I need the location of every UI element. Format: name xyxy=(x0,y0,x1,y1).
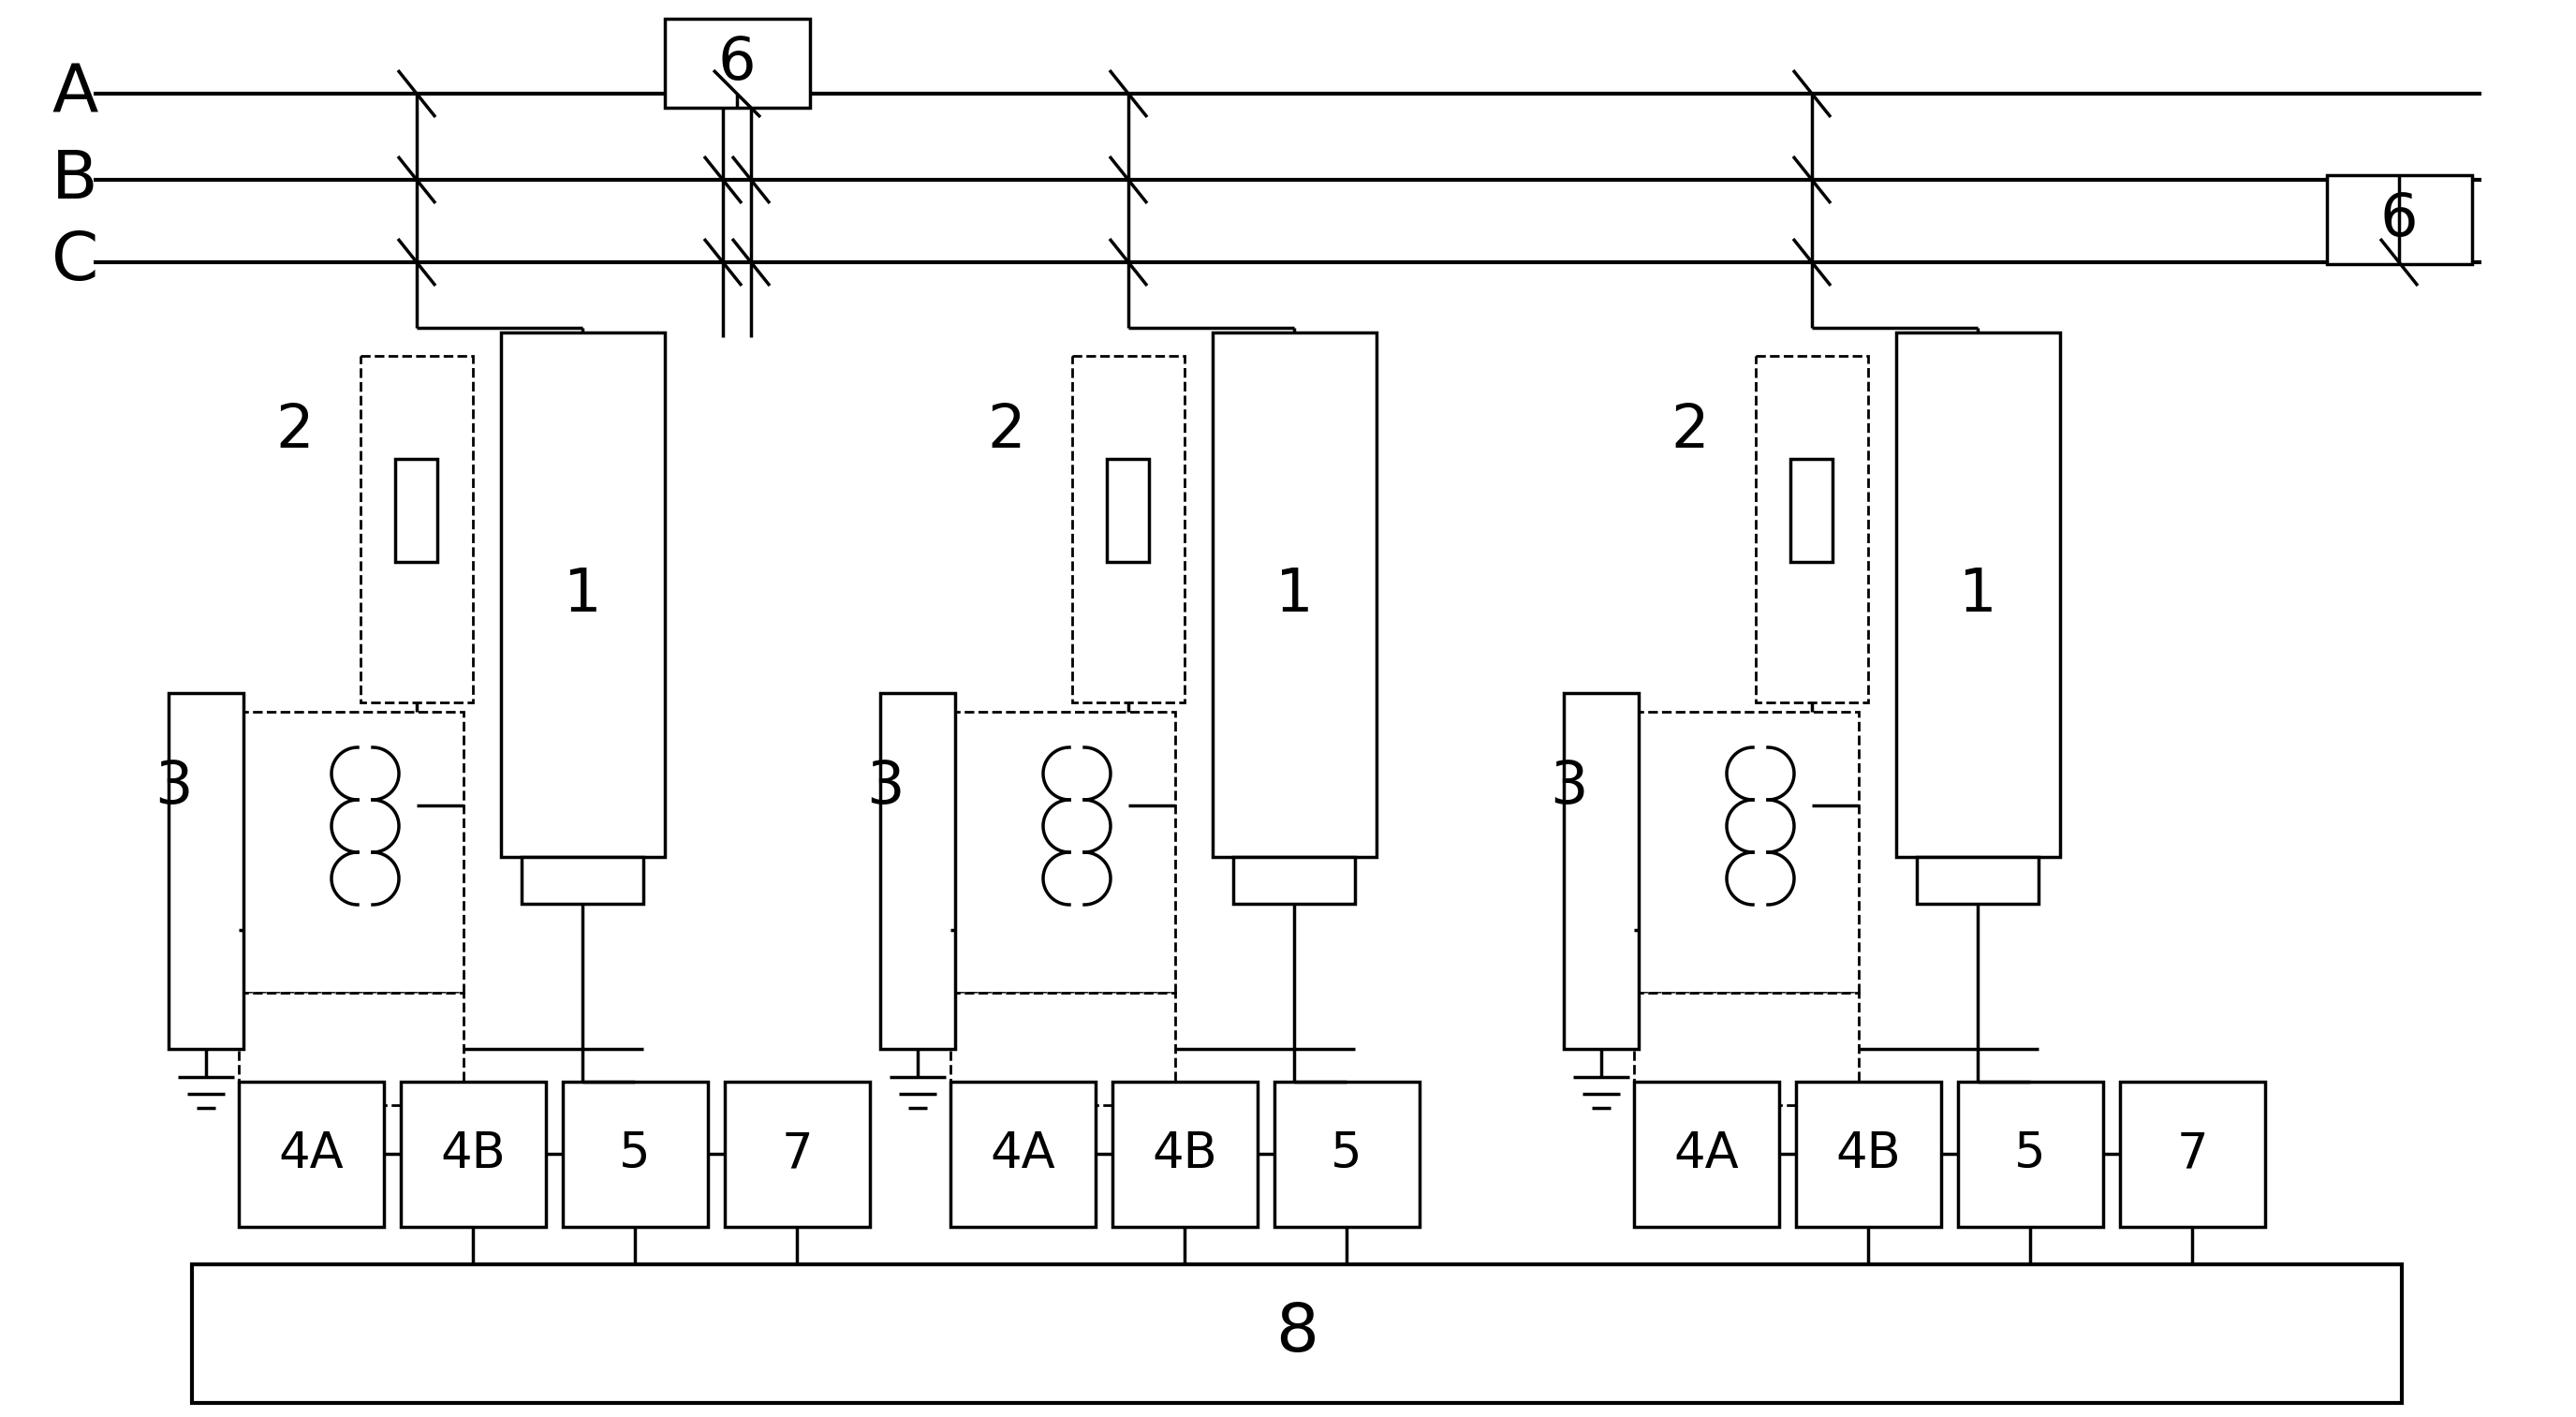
Bar xyxy=(1958,1081,2102,1227)
Text: 1: 1 xyxy=(564,565,600,623)
Bar xyxy=(665,18,809,108)
Bar xyxy=(1633,1081,1780,1227)
Text: 1: 1 xyxy=(1958,565,1996,623)
Bar xyxy=(1917,857,2038,904)
Bar xyxy=(951,993,1175,1105)
Text: B: B xyxy=(52,147,98,213)
Bar xyxy=(500,333,665,857)
Text: 6: 6 xyxy=(719,34,755,92)
Text: 5: 5 xyxy=(618,1129,652,1178)
Text: 2: 2 xyxy=(276,402,314,461)
Text: 2: 2 xyxy=(987,402,1025,461)
Text: 4A: 4A xyxy=(278,1129,343,1178)
Bar xyxy=(1564,693,1638,1049)
Text: 7: 7 xyxy=(2177,1129,2208,1178)
Bar xyxy=(1213,333,1376,857)
Bar xyxy=(520,857,644,904)
Text: 7: 7 xyxy=(781,1129,811,1178)
Text: A: A xyxy=(52,61,98,126)
Text: 4B: 4B xyxy=(440,1129,505,1178)
Bar xyxy=(2326,176,2473,264)
Bar xyxy=(1896,333,2061,857)
Text: 3: 3 xyxy=(155,758,193,816)
Text: 4A: 4A xyxy=(1674,1129,1739,1178)
Bar xyxy=(167,693,245,1049)
Text: 4B: 4B xyxy=(1151,1129,1218,1178)
Text: 8: 8 xyxy=(1275,1301,1319,1366)
Bar xyxy=(240,711,464,993)
Text: 6: 6 xyxy=(2380,190,2419,248)
Bar xyxy=(1108,459,1149,563)
Text: C: C xyxy=(52,230,98,295)
Bar xyxy=(361,356,474,703)
Bar xyxy=(394,459,438,563)
Bar xyxy=(193,1264,2401,1403)
Bar xyxy=(724,1081,871,1227)
Text: 4A: 4A xyxy=(989,1129,1056,1178)
Bar xyxy=(1790,459,1832,563)
Bar xyxy=(562,1081,708,1227)
Bar xyxy=(1275,1081,1419,1227)
Text: 2: 2 xyxy=(1672,402,1710,461)
Bar xyxy=(2120,1081,2264,1227)
Bar xyxy=(1757,356,1868,703)
Bar xyxy=(240,1081,384,1227)
Text: 4B: 4B xyxy=(1837,1129,1901,1178)
Bar xyxy=(240,993,464,1105)
Bar xyxy=(1795,1081,1942,1227)
Bar xyxy=(1633,993,1860,1105)
Bar xyxy=(1234,857,1355,904)
Bar xyxy=(951,711,1175,993)
Bar xyxy=(402,1081,546,1227)
Bar xyxy=(951,1081,1095,1227)
Text: 3: 3 xyxy=(1548,758,1587,816)
Text: 5: 5 xyxy=(1332,1129,1363,1178)
Text: 3: 3 xyxy=(866,758,904,816)
Bar xyxy=(1113,1081,1257,1227)
Text: 1: 1 xyxy=(1275,565,1314,623)
Bar xyxy=(1072,356,1185,703)
Bar xyxy=(881,693,956,1049)
Bar xyxy=(1633,711,1860,993)
Text: 5: 5 xyxy=(2014,1129,2045,1178)
